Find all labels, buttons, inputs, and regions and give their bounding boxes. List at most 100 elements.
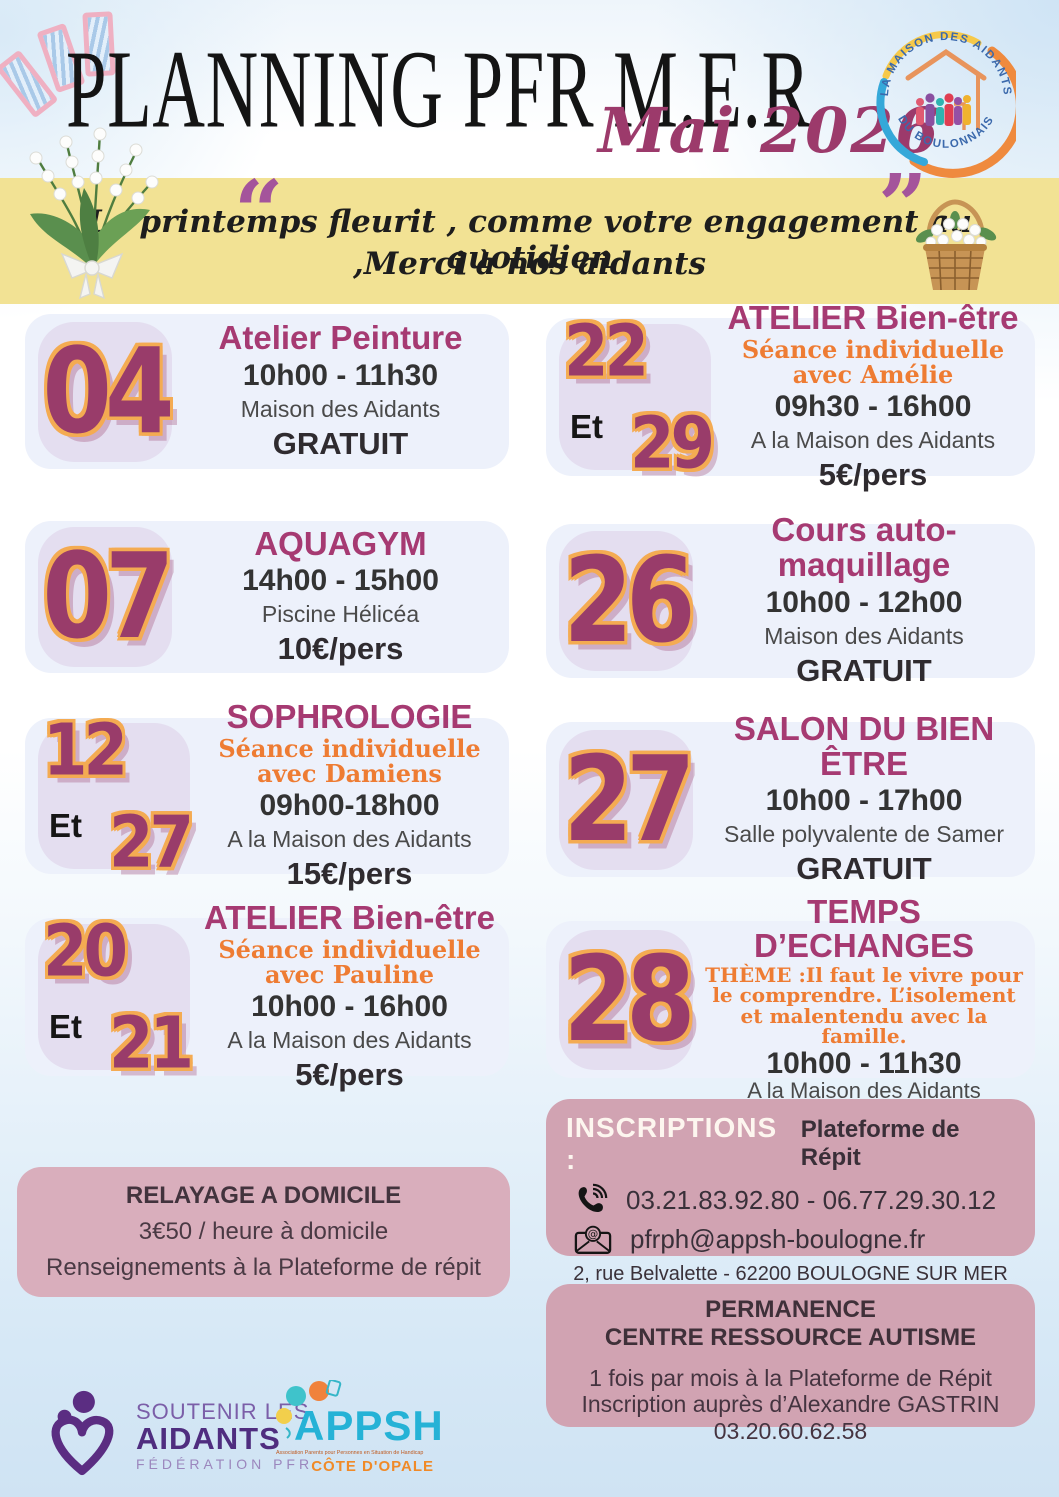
- event-card-12-27: 12 Et 27 SOPHROLOGIE Séance individuelle…: [25, 699, 509, 891]
- svg-text:@: @: [588, 1228, 598, 1240]
- appsh-tagline: Association Parents pour Personnes en Si…: [276, 1450, 424, 1456]
- event-title: AQUAGYM: [254, 524, 427, 562]
- event-time: 10h00 - 11h30: [766, 1047, 962, 1081]
- logo-blue-arc: [876, 78, 928, 166]
- flower-basket-illustration: [903, 190, 1007, 294]
- event-title: TEMPS D’ECHANGES: [753, 892, 975, 965]
- bouquet-illustration: [14, 118, 170, 300]
- event-date-first: 12: [43, 709, 128, 793]
- event-date-and: Et: [49, 1008, 82, 1045]
- event-price: 5€/pers: [818, 457, 928, 493]
- event-subtitle: Séance individuelle avec Damiens: [218, 734, 481, 788]
- event-date-second: 29: [629, 402, 715, 486]
- permanence-title-line2: CENTRE RESSOURCE AUTISME: [604, 1324, 977, 1352]
- event-location: Maison des Aidants: [240, 395, 441, 422]
- event-date-tile: 20 Et 21: [38, 916, 194, 1080]
- permanence-box: PERMANENCE CENTRE RESSOURCE AUTISME 1 fo…: [546, 1284, 1035, 1444]
- event-date: 27: [563, 729, 695, 868]
- event-card-26: 26 Cours auto-maquillage 10h00 - 12h00 M…: [546, 512, 1035, 688]
- event-location: A la Maison des Aidants: [750, 427, 996, 454]
- email-icon: @: [574, 1225, 612, 1255]
- event-location: A la Maison des Aidants: [227, 826, 472, 853]
- pfr-logo-line2: AIDANTS: [136, 1421, 281, 1457]
- logo-yellow-arc: [882, 30, 982, 80]
- event-time: 10h00 - 12h00: [765, 585, 963, 619]
- appsh-region: CÔTE D'OPALE: [311, 1458, 434, 1475]
- pfr-logo-line3: FÉDÉRATION PFR: [136, 1455, 314, 1472]
- inscriptions-label: INSCRIPTIONS :: [566, 1112, 778, 1175]
- event-date-tile: 26: [559, 531, 696, 671]
- event-price: GRATUIT: [272, 425, 409, 461]
- event-subtitle: Séance individuelle avec Amélie: [741, 335, 1005, 389]
- event-title: SOPHROLOGIE: [226, 697, 473, 735]
- quote-line-1: Le printemps fleurit , comme votre engag…: [87, 204, 972, 276]
- inscriptions-address: 2, rue Belvalette - 62200 BOULOGNE SUR M…: [573, 1263, 1008, 1285]
- event-location: Salle polyvalente de Samer: [724, 821, 1004, 848]
- event-date-and: Et: [49, 807, 82, 844]
- heart-people-icon: [36, 1390, 128, 1482]
- event-time: 09h30 - 16h00: [774, 390, 972, 424]
- event-card-04: 04 Atelier Peinture 10h00 - 11h30 Maison…: [25, 314, 509, 469]
- page-title: PLANNING PFR M.E.R: [66, 28, 811, 152]
- event-date-tile: 27: [559, 729, 696, 870]
- inscriptions-email: pfrph@appsh-boulogne.fr: [630, 1224, 926, 1254]
- event-title: Cours auto-maquillage: [771, 511, 957, 583]
- event-card-22-29: 22 Et 29 ATELIER Bien-être Séance indivi…: [546, 300, 1035, 492]
- event-time: 09h00-18h00: [259, 789, 440, 823]
- pfr-logo-line1: SOUTENIR LES: [136, 1398, 310, 1424]
- quote-banner: “ ” Le printemps fleurit , comme votre e…: [0, 163, 1059, 304]
- svg-text:LA MAISON DES AIDANTS: LA MAISON DES AIDANTS: [879, 31, 1013, 97]
- event-location: Maison des Aidants: [764, 622, 964, 649]
- event-card-28: 28 TEMPS D’ECHANGES THÈME :Il faut le vi…: [546, 894, 1035, 1103]
- event-title: SALON DU BIEN ÊTRE: [733, 709, 995, 782]
- event-card-07: 07 AQUAGYM 14h00 - 15h00 Piscine Hélicéa…: [25, 521, 509, 673]
- inscriptions-box: INSCRIPTIONS : Plateforme de Répit 03.21…: [546, 1099, 1035, 1285]
- event-date: 28: [563, 929, 695, 1068]
- event-date-tile: 04: [38, 321, 175, 462]
- permanence-line1: 1 fois par mois à la Plateforme de Répit: [589, 1364, 992, 1391]
- event-price: 5€/pers: [295, 1057, 404, 1093]
- inscriptions-phones: 03.21.83.92.80 - 06.77.29.30.12: [626, 1184, 997, 1215]
- event-card-27: 27 SALON DU BIEN ÊTRE 10h00 - 17h00 Sall…: [546, 711, 1035, 886]
- maison-des-aidants-logo: LA MAISON DES AIDANTS DU BOULONNAIS: [876, 10, 1016, 178]
- inscriptions-service: Plateforme de Répit: [800, 1116, 960, 1171]
- relayage-info: Renseignements à la Plateforme de répit: [46, 1254, 481, 1281]
- logo-orange-arc: [909, 46, 1016, 178]
- event-date-second: 27: [108, 801, 194, 885]
- event-date-first: 22: [564, 310, 649, 394]
- event-date-tile: 28: [559, 929, 696, 1070]
- event-date-and: Et: [570, 408, 603, 445]
- event-date-first: 20: [43, 910, 128, 994]
- permanence-line2: Inscription auprès d’Alexandre GASTRIN: [581, 1391, 1000, 1418]
- event-card-20-21: 20 Et 21 ATELIER Bien-être Séance indivi…: [25, 900, 509, 1092]
- event-subtitle: Séance individuelle avec Pauline: [218, 935, 481, 989]
- event-price: GRATUIT: [796, 851, 932, 887]
- logo-people-icons: [916, 93, 971, 126]
- event-title: ATELIER Bien-être: [204, 898, 495, 936]
- event-time: 10h00 - 16h00: [251, 990, 448, 1024]
- event-date: 07: [42, 527, 174, 666]
- event-location: A la Maison des Aidants: [227, 1027, 472, 1054]
- event-time: 10h00 - 17h00: [765, 784, 963, 818]
- event-title: Atelier Peinture: [218, 319, 463, 357]
- event-location: Piscine Hélicéa: [261, 601, 420, 628]
- phone-icon: [574, 1183, 608, 1217]
- permanence-phone: 03.20.60.62.58: [713, 1417, 868, 1444]
- event-price: GRATUIT: [796, 652, 932, 688]
- relayage-box: RELAYAGE A DOMICILE 3€50 / heure à domic…: [17, 1167, 510, 1297]
- logo-house-roof: [905, 48, 987, 81]
- event-time: 14h00 - 15h00: [242, 564, 439, 598]
- permanence-title-line1: PERMANENCE: [705, 1296, 876, 1323]
- appsh-dots-icon: [274, 1380, 344, 1440]
- relayage-title: RELAYAGE A DOMICILE: [125, 1182, 402, 1209]
- event-price: 15€/pers: [286, 856, 413, 892]
- event-date-tile: 07: [38, 527, 175, 667]
- appsh-name: APPSH: [294, 1402, 444, 1449]
- federation-pfr-logo: SOUTENIR LES AIDANTS FÉDÉRATION PFR: [36, 1390, 313, 1482]
- logo-arc-text-top: LA MAISON DES AIDANTS: [879, 31, 1012, 97]
- event-date-second: 21: [108, 1002, 194, 1086]
- event-price: 10€/pers: [277, 631, 404, 667]
- relayage-price: 3€50 / heure à domicile: [138, 1218, 389, 1245]
- event-title: ATELIER Bien-être: [727, 298, 1019, 336]
